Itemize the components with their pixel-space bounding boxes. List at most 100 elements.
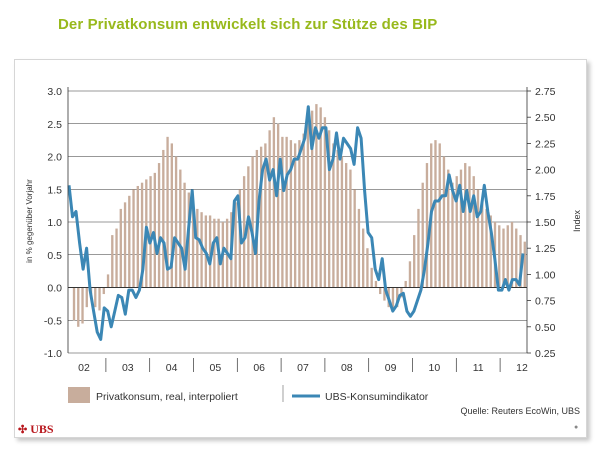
bar: [472, 176, 475, 288]
bar: [196, 208, 199, 288]
legend-bar-label: Privatkonsum, real, interpoliert: [96, 391, 238, 403]
ubs-konsumindikator-line: [67, 105, 525, 341]
bar: [191, 202, 195, 288]
bar: [298, 140, 301, 288]
bar: [293, 143, 297, 288]
right-axis-ticks: 2.75 2.50 2.25 2.00 1.75 1.50 1.25 1.00 0.75 0.50…: [527, 86, 556, 360]
bar: [485, 208, 488, 288]
left-tick-label: 2.0: [47, 152, 62, 164]
bar: [357, 208, 361, 288]
right-tick-label: 0.25: [535, 348, 556, 360]
legend: Privatkonsum, real, interpoliert UBS-Kon…: [68, 385, 429, 403]
bar: [451, 182, 454, 288]
x-tick-label: 07: [297, 362, 309, 374]
bar: [442, 156, 446, 288]
bar: [234, 202, 237, 288]
bar: [302, 133, 305, 288]
bar: [264, 143, 267, 288]
x-tick-label: 09: [385, 362, 397, 374]
bar: [102, 287, 105, 295]
bar: [400, 287, 403, 298]
bar: [523, 241, 526, 288]
right-tick-label: 2.00: [535, 165, 556, 177]
bar: [72, 287, 76, 321]
bar: [310, 110, 314, 288]
bar: [111, 235, 114, 288]
x-tick-label: 08: [341, 362, 353, 374]
bar: [77, 287, 80, 327]
bar: [259, 146, 263, 288]
ubs-logo: ✣ UBS: [18, 422, 54, 437]
bar: [306, 123, 310, 288]
x-tick-label: 11: [473, 362, 484, 374]
bar: [162, 149, 165, 288]
legend-bar-swatch: [68, 387, 90, 403]
bar: [136, 185, 139, 288]
bar: [340, 156, 344, 288]
x-tick-label: 10: [429, 362, 441, 374]
ubs-logo-text: UBS: [30, 422, 54, 436]
bar: [208, 215, 212, 288]
left-tick-label: 1.5: [47, 184, 62, 196]
bar: [374, 280, 378, 288]
bar: [391, 287, 395, 311]
bar: [447, 169, 450, 288]
bar: [319, 107, 322, 288]
left-tick-label: 2.5: [47, 119, 62, 131]
bar: [349, 169, 352, 288]
bar: [213, 218, 216, 288]
right-tick-label: 0.50: [535, 322, 556, 334]
bar: [489, 215, 492, 288]
bar: [396, 287, 399, 308]
x-tick-label: 06: [253, 362, 265, 374]
x-tick-label: 04: [166, 362, 178, 374]
x-axis-ticks: 02 03 04 05 06 07 08 09 10 11 12: [78, 358, 528, 374]
bar: [153, 172, 156, 288]
bar: [200, 212, 203, 288]
bar: [85, 287, 88, 308]
bar: [268, 130, 271, 288]
bar: [417, 208, 420, 288]
bar: [170, 143, 173, 288]
left-tick-label: 0.0: [47, 283, 62, 295]
bar: [247, 166, 250, 288]
left-axis-label: in % gegenüber Vorjahr: [25, 179, 34, 263]
bar: [370, 267, 373, 288]
bar: [434, 140, 437, 288]
bar: [383, 287, 386, 301]
x-tick-label: 03: [122, 362, 134, 374]
page-marker: ●: [574, 424, 579, 431]
bar: [289, 140, 293, 288]
bar: [519, 235, 522, 288]
ubs-keys-icon: ✣: [18, 424, 28, 436]
bar: [315, 104, 318, 288]
bar-series: [72, 104, 526, 327]
bar: [119, 208, 122, 288]
x-tick-label: 02: [78, 362, 90, 374]
right-axis-label: Index: [572, 209, 582, 232]
bar: [183, 182, 186, 288]
left-tick-label: -0.5: [44, 315, 62, 327]
bar: [404, 280, 407, 288]
right-tick-label: 1.00: [535, 269, 556, 281]
bar: [379, 287, 382, 295]
bar: [421, 182, 424, 288]
bar: [506, 225, 509, 288]
bar: [281, 136, 284, 288]
bar: [94, 287, 97, 308]
bar: [408, 261, 412, 288]
bar: [132, 189, 135, 288]
bar: [157, 163, 161, 288]
left-tick-label: 3.0: [47, 86, 62, 98]
bar: [498, 225, 501, 288]
bar: [123, 202, 127, 288]
bar: [128, 195, 131, 288]
bar: [515, 228, 518, 288]
left-tick-label: -1.0: [44, 348, 62, 360]
right-tick-label: 1.25: [535, 243, 556, 255]
bar: [366, 248, 369, 288]
legend-line-label: UBS-Konsumindikator: [325, 391, 429, 403]
bar: [242, 176, 246, 288]
bar: [510, 222, 514, 288]
bar: [327, 130, 331, 288]
